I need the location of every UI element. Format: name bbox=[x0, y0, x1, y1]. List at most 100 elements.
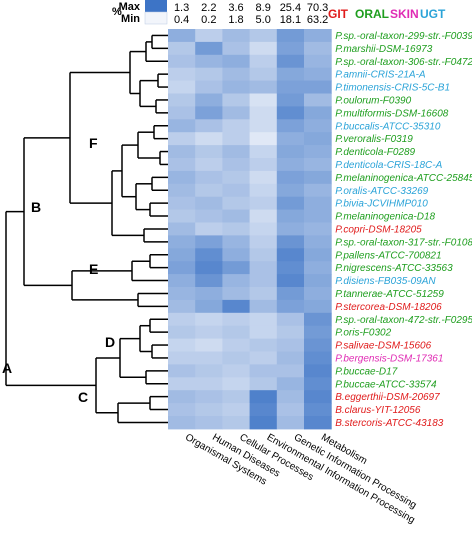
heatmap-cell bbox=[276, 54, 305, 69]
heatmap-cell bbox=[222, 390, 251, 404]
heatmap-cell bbox=[168, 364, 196, 378]
colorbar-min-value: 0.4 bbox=[174, 14, 189, 26]
heatmap-cell bbox=[249, 312, 278, 327]
clade-label-a: A bbox=[2, 360, 12, 376]
heatmap-cell bbox=[195, 170, 223, 185]
row-label: P.amnii-CRIS-21A-A bbox=[335, 70, 426, 81]
heatmap-cell bbox=[249, 106, 278, 120]
row-label: P.denticola-F0289 bbox=[335, 147, 415, 158]
heatmap-cell bbox=[276, 235, 305, 249]
heatmap-cell bbox=[304, 93, 332, 107]
heatmap-cell bbox=[222, 235, 251, 249]
colorbar-max-label: Max bbox=[119, 1, 141, 13]
row-label: P.bivia-JCVIHMP010 bbox=[335, 199, 428, 210]
clade-label-e: E bbox=[89, 261, 98, 277]
clade-label-c: C bbox=[78, 389, 88, 405]
heatmap-cell bbox=[195, 235, 223, 249]
heatmap-cell bbox=[276, 325, 305, 340]
heatmap-cell bbox=[222, 41, 251, 56]
heatmap-cell bbox=[304, 106, 332, 120]
row-label: P.oulorum-F0390 bbox=[335, 95, 411, 106]
row-label: P.sp.-oral-taxon-299-str.-F0039 bbox=[335, 31, 472, 42]
heatmap-cell bbox=[168, 390, 196, 404]
heatmap-cell bbox=[195, 351, 223, 365]
colorbar-min-value: 63.2 bbox=[307, 14, 328, 26]
heatmap-cell bbox=[168, 416, 196, 430]
row-label: P.multiformis-DSM-16608 bbox=[335, 108, 449, 119]
heatmap-cell bbox=[304, 274, 332, 288]
row-label: P.denticola-CRIS-18C-A bbox=[335, 160, 442, 171]
heatmap-cell bbox=[195, 93, 223, 107]
heatmap-cell bbox=[168, 183, 196, 198]
heatmap-cell bbox=[249, 222, 278, 236]
heatmap-cell bbox=[304, 390, 332, 404]
row-labels: P.sp.-oral-taxon-299-str.-F0039 P.marshii… bbox=[335, 31, 472, 429]
heatmap-cell bbox=[168, 287, 196, 301]
heatmap-cell bbox=[195, 145, 223, 159]
heatmap-cell bbox=[304, 209, 332, 223]
heatmap-cell bbox=[195, 54, 223, 69]
clade-labels: A B C D E F bbox=[2, 135, 115, 405]
row-label: P.sp.-oral-taxon-317-str.-F0108 bbox=[335, 237, 472, 248]
heatmap-cell bbox=[276, 390, 305, 404]
heatmap-cell bbox=[249, 170, 278, 185]
heatmap-cell bbox=[304, 41, 332, 56]
heatmap-cell bbox=[195, 41, 223, 56]
heatmap-cell bbox=[249, 403, 278, 417]
clade-label-f: F bbox=[89, 135, 98, 151]
heatmap-cell bbox=[195, 390, 223, 404]
heatmap-cell bbox=[222, 299, 251, 314]
heatmap-cell bbox=[304, 261, 332, 275]
heatmap-cell bbox=[168, 106, 196, 120]
colorbar-max-swatch bbox=[145, 0, 167, 12]
row-label: P.nigrescens-ATCC-33563 bbox=[335, 263, 453, 274]
heatmap-cell bbox=[304, 54, 332, 69]
row-label: P.buccae-ATCC-33574 bbox=[335, 379, 437, 390]
heatmap-cell bbox=[168, 41, 196, 56]
heatmap-cell bbox=[195, 325, 223, 340]
heatmap-cell bbox=[222, 119, 251, 133]
heatmap-cell bbox=[195, 132, 223, 146]
heatmap-cell bbox=[195, 248, 223, 262]
heatmap-cell bbox=[168, 209, 196, 223]
heatmap-cell bbox=[195, 364, 223, 378]
heatmap-cell bbox=[222, 287, 251, 301]
heatmap-cell bbox=[222, 377, 251, 391]
colorbar-min-value: 5.0 bbox=[256, 14, 271, 26]
heatmap-cell bbox=[276, 261, 305, 275]
heatmap-cell bbox=[249, 54, 278, 69]
row-label: P.pallens-ATCC-700821 bbox=[335, 250, 441, 261]
heatmap-cell bbox=[276, 170, 305, 185]
row-label: P.sp.-oral-taxon-306-str.-F0472 bbox=[335, 57, 472, 68]
row-label: P.veroralis-F0319 bbox=[335, 134, 413, 145]
heatmap-cell bbox=[304, 364, 332, 378]
row-label: B.stercoris-ATCC-43183 bbox=[335, 418, 444, 429]
heatmap-cell bbox=[195, 209, 223, 223]
heatmap-cell bbox=[195, 29, 223, 43]
heatmap-cell bbox=[195, 80, 223, 94]
row-label: P.disiens-FB035-09AN bbox=[335, 276, 436, 287]
row-label: P.bergensis-DSM-17361 bbox=[335, 353, 443, 364]
heatmap-cell bbox=[304, 132, 332, 146]
clade-label-d: D bbox=[105, 334, 115, 350]
heatmap-cell bbox=[304, 338, 332, 352]
heatmap-cell bbox=[168, 403, 196, 417]
heatmap-cell bbox=[249, 80, 278, 94]
heatmap-cell bbox=[222, 106, 251, 120]
heatmap-cell bbox=[195, 106, 223, 120]
heatmap-cell bbox=[249, 158, 278, 172]
heatmap-cell bbox=[168, 351, 196, 365]
heatmap-cell bbox=[168, 274, 196, 288]
heatmap-cell bbox=[276, 338, 305, 352]
heatmap-cell bbox=[304, 235, 332, 249]
heatmap-cell bbox=[222, 351, 251, 365]
heatmap-cell bbox=[195, 287, 223, 301]
heatmap-cell bbox=[276, 364, 305, 378]
heatmap-cell bbox=[304, 158, 332, 172]
heatmap-cell bbox=[276, 377, 305, 391]
heatmap-cell bbox=[222, 364, 251, 378]
heatmap-cell bbox=[304, 351, 332, 365]
heatmap-cell bbox=[222, 67, 251, 82]
heatmap-cell bbox=[276, 312, 305, 327]
colorbar: % Max Min 1.3 2.2 3.6 8.9 25.4 70.3 0.4 0.2 1.8 5… bbox=[112, 0, 328, 26]
